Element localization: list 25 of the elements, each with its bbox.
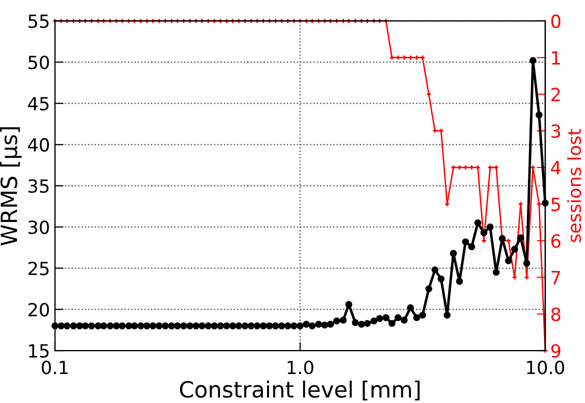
y-tick-label: 30 bbox=[28, 220, 49, 234]
y2-tick-label: 4 bbox=[550, 161, 561, 174]
y2-tick-label: 0 bbox=[551, 14, 560, 28]
y-tick-label: 40 bbox=[28, 138, 49, 152]
y-tick-label: 55 bbox=[28, 14, 49, 28]
y-tick-label: 50 bbox=[28, 56, 49, 70]
y2-tick-label: 2 bbox=[551, 88, 560, 102]
x-tick-label: 0.1 bbox=[42, 360, 68, 374]
y-tick-label: 35 bbox=[28, 179, 49, 193]
y2-tick-label: 1 bbox=[552, 51, 560, 64]
y2-axis-title: sessions lost bbox=[567, 128, 582, 242]
y2-tick-label: 8 bbox=[551, 307, 560, 322]
y-tick-label: 25 bbox=[28, 262, 49, 276]
y2-tick-label: 3 bbox=[551, 124, 560, 138]
y-axis-title: WRMS [μs] bbox=[0, 127, 22, 246]
y2-tick-label: 9 bbox=[551, 344, 560, 358]
x-tick-label: 1.0 bbox=[288, 360, 314, 374]
y-tick-label: 45 bbox=[28, 97, 49, 110]
x-axis-title: Constraint level [mm] bbox=[180, 380, 420, 400]
x-tick-label: 10.0 bbox=[527, 360, 564, 374]
y-tick-label: 20 bbox=[28, 302, 49, 317]
y-tick-label: 15 bbox=[29, 344, 49, 358]
y2-tick-label: 5 bbox=[551, 198, 560, 212]
y2-tick-label: 6 bbox=[551, 234, 560, 248]
y2-tick-label: 7 bbox=[552, 271, 560, 284]
